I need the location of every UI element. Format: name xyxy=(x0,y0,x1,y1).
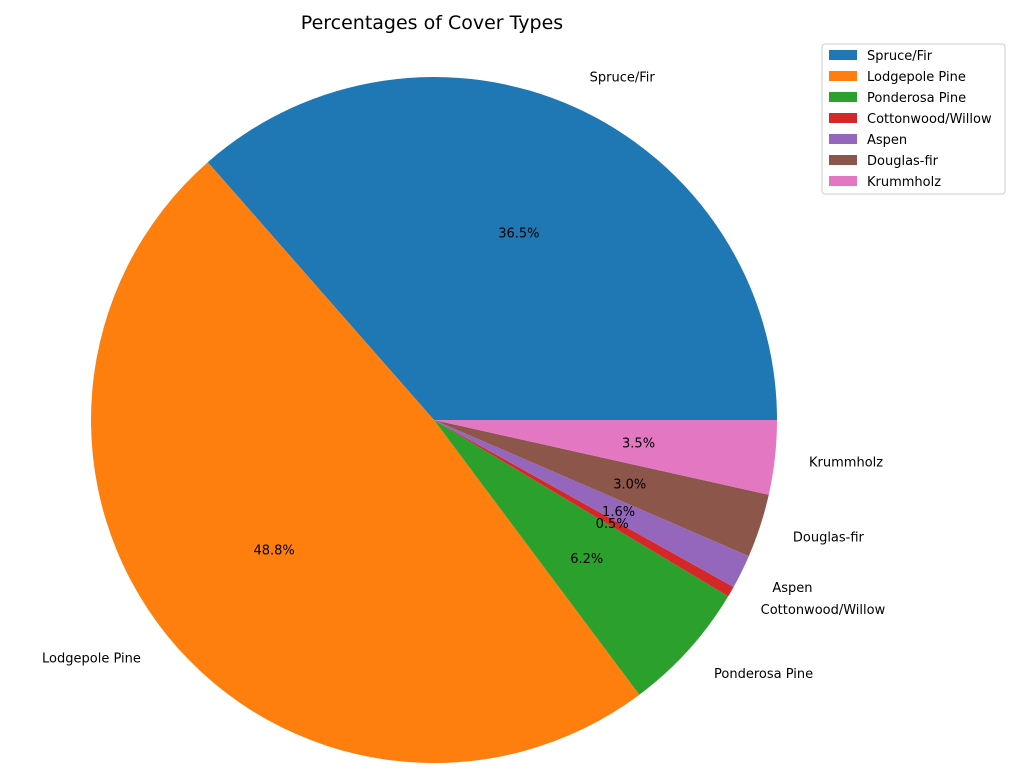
slice-label-douglas-fir: Douglas-fir xyxy=(793,530,865,545)
pie-slices xyxy=(91,76,778,763)
legend-label-krummholz: Krummholz xyxy=(867,175,941,190)
legend: Spruce/Fir Lodgepole Pine Ponderosa Pine Co… xyxy=(821,43,1006,195)
slice-label-lodgepole-pine: Lodgepole Pine xyxy=(42,652,141,667)
legend-label-douglas-fir: Douglas-fir xyxy=(867,154,939,169)
percentage-labels: 36.5% 48.8% 6.2% 0.5%1.6% 3.0% 3.5% xyxy=(253,227,655,567)
legend-label-cottonwood-willow: Cottonwood/Willow xyxy=(867,112,992,127)
pie-slice-spruce-fir xyxy=(207,76,778,420)
pct-label-spruce-fir: 36.5% xyxy=(498,227,539,242)
legend-label-lodgepole-pine: Lodgepole Pine xyxy=(867,70,966,85)
slice-labels: Spruce/Fir Lodgepole Pine Ponderosa Pine Co… xyxy=(42,70,886,682)
pie-slice-aspen xyxy=(434,420,749,587)
pie-slice-krummholz xyxy=(434,420,777,495)
legend-items: Spruce/Fir Lodgepole Pine Ponderosa Pine Co… xyxy=(829,49,992,190)
legend-frame xyxy=(821,43,1006,195)
pie-slice-cottonwood-willow xyxy=(434,420,734,597)
pct-label-ponderosa-pine: 6.2% xyxy=(570,552,603,567)
pct-label-aspen: 1.6% xyxy=(602,505,635,520)
pct-label-douglas-fir: 3.0% xyxy=(613,478,646,493)
pct-label-cottonwood-willow: 0.5% xyxy=(596,517,629,532)
slice-label-spruce-fir: Spruce/Fir xyxy=(590,70,656,85)
legend-swatch-aspen xyxy=(829,134,857,144)
legend-label-ponderosa-pine: Ponderosa Pine xyxy=(867,91,966,106)
pie-slice-ponderosa-pine xyxy=(434,420,729,695)
legend-swatch-ponderosa-pine xyxy=(829,92,857,102)
legend-label-aspen: Aspen xyxy=(867,133,907,148)
legend-swatch-spruce-fir xyxy=(829,50,857,60)
legend-swatch-krummholz xyxy=(829,176,857,186)
pie-slice-lodgepole-pine xyxy=(91,162,640,763)
pct-label-krummholz: 3.5% xyxy=(622,437,655,452)
legend-swatch-douglas-fir xyxy=(829,155,857,165)
legend-swatch-cottonwood-willow xyxy=(829,113,857,123)
legend-swatch-lodgepole-pine xyxy=(829,71,857,81)
slice-label-ponderosa-pine: Ponderosa Pine xyxy=(714,667,813,682)
chart-title: Percentages of Cover Types xyxy=(301,12,563,34)
pie-slice-douglas-fir xyxy=(434,420,769,557)
legend-label-spruce-fir: Spruce/Fir xyxy=(867,49,933,64)
slice-label-krummholz: Krummholz xyxy=(809,455,883,470)
pct-label-lodgepole-pine: 48.8% xyxy=(253,544,294,559)
slice-label-cottonwood-willow: Cottonwood/Willow xyxy=(761,603,886,618)
slice-label-aspen: Aspen xyxy=(772,581,812,596)
